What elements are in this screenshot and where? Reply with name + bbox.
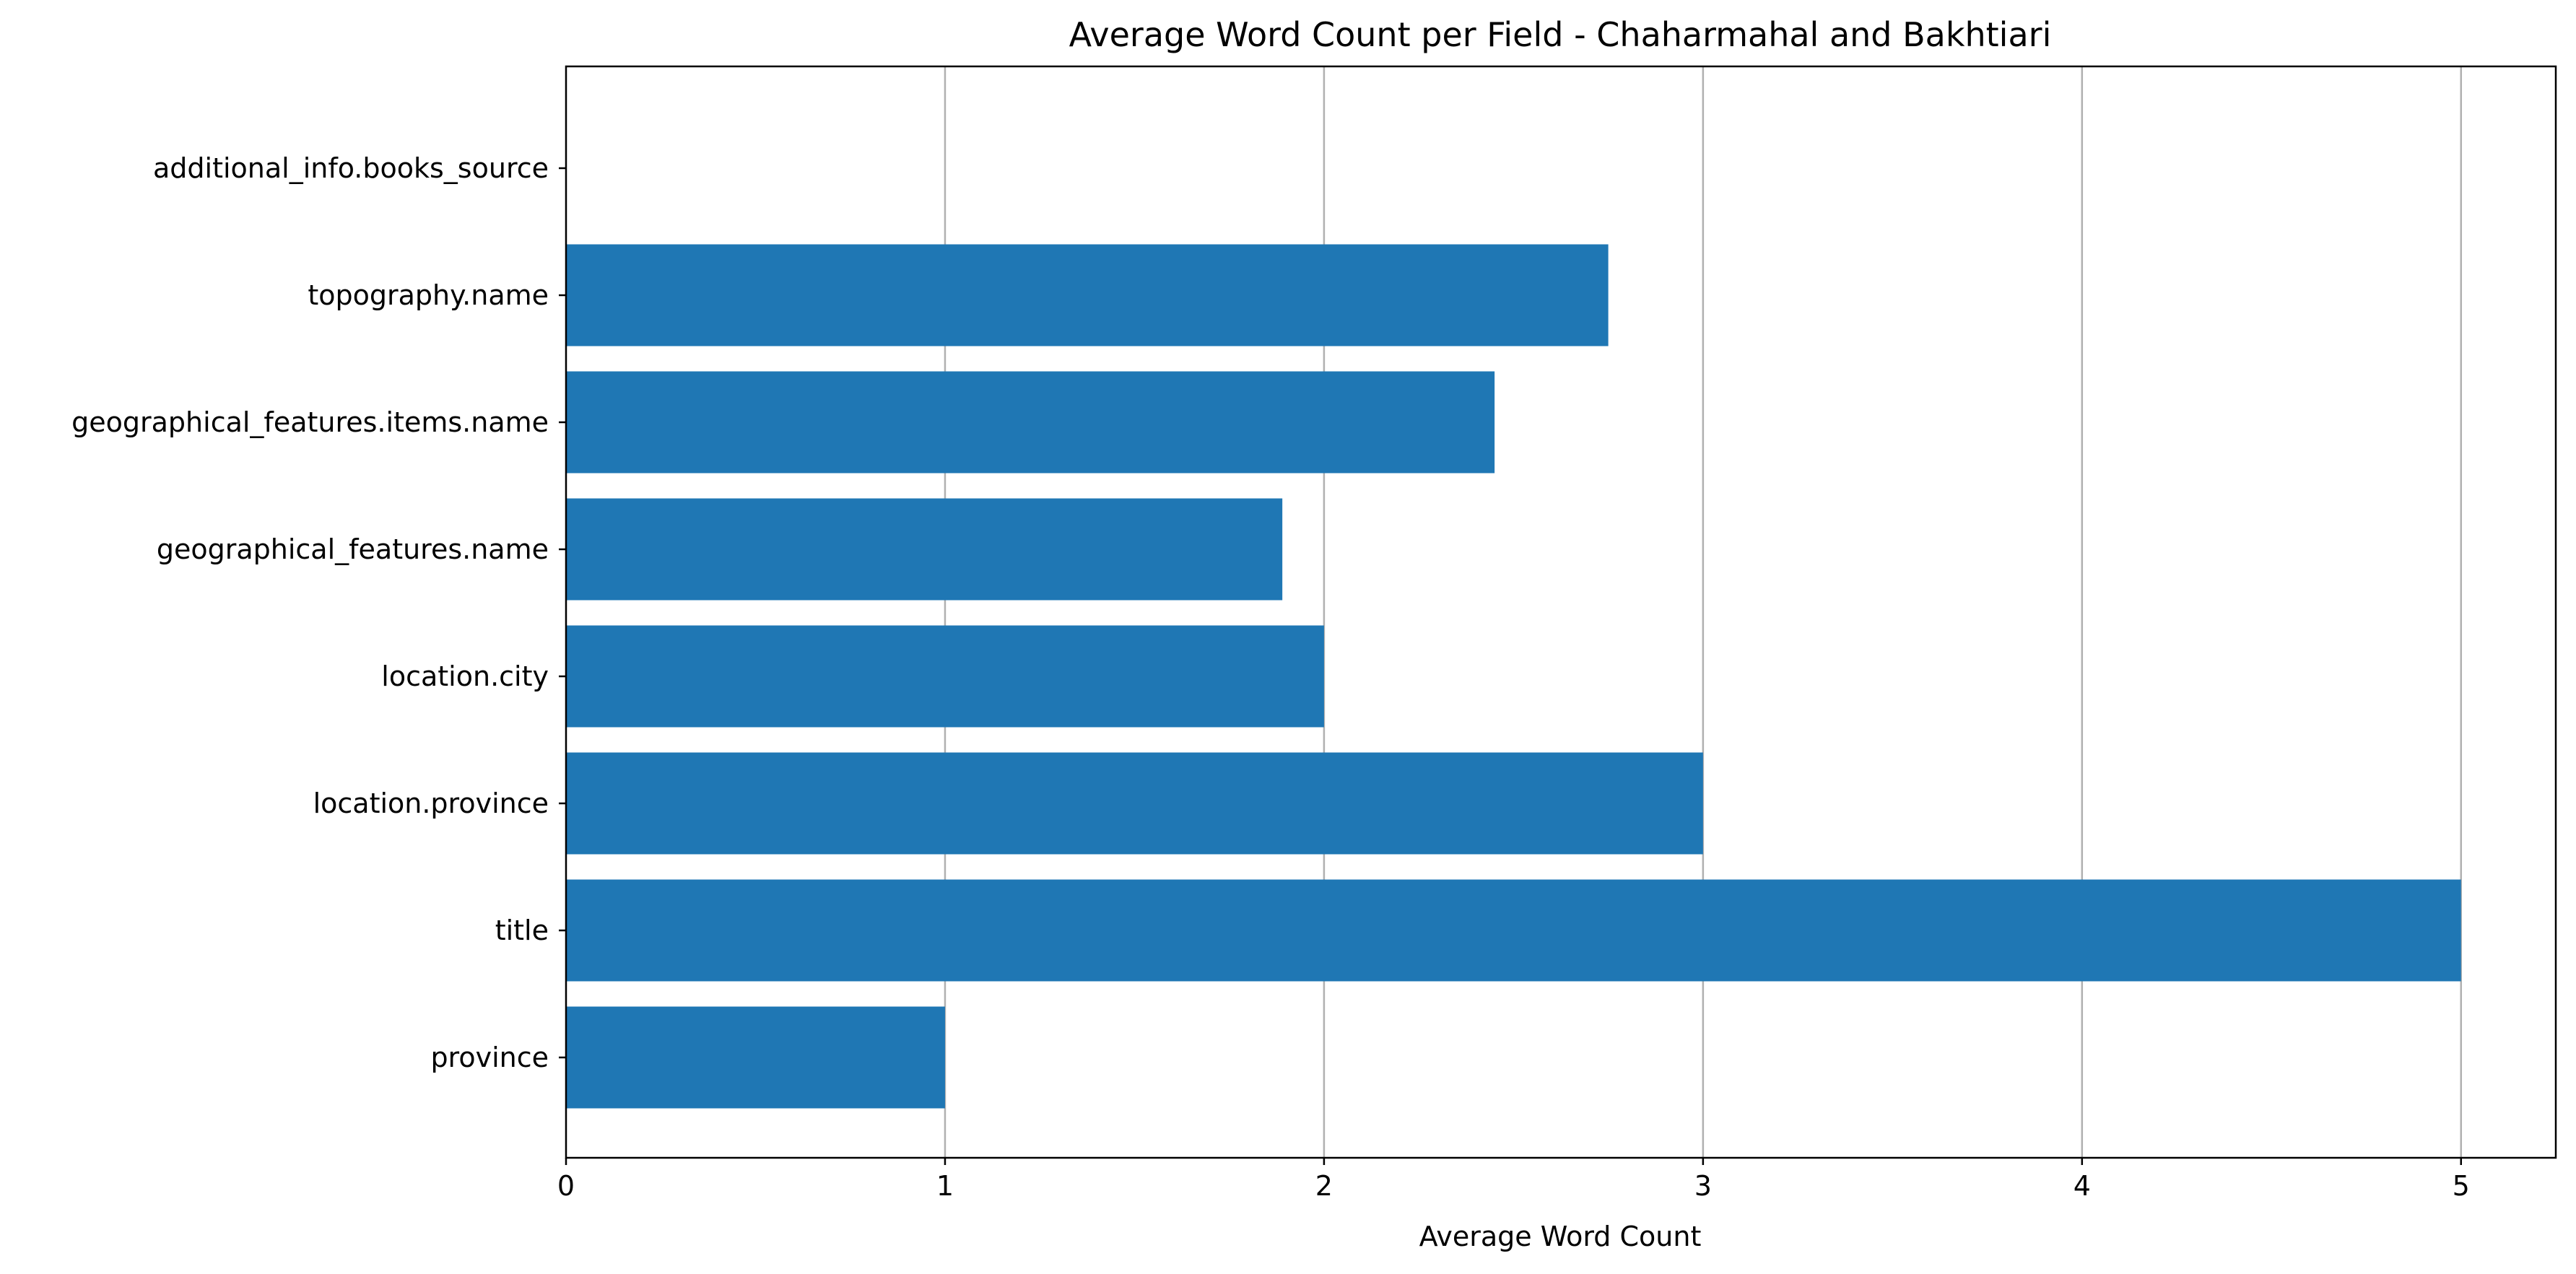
y-tick-label: geographical_features.items.name <box>71 406 549 438</box>
bar-geographical-features-items-name <box>566 371 1495 474</box>
x-tick-label: 1 <box>936 1170 954 1202</box>
x-tick-label: 3 <box>1694 1170 1712 1202</box>
bar-location-province <box>566 752 1703 855</box>
y-axis-ticks: additional_info.books_source topography.n… <box>71 152 566 1073</box>
plot-frame <box>565 65 2557 1159</box>
y-tick-label: geographical_features.name <box>157 533 549 565</box>
y-tick-label: location.city <box>381 660 549 692</box>
y-tick-label: title <box>495 915 549 946</box>
chart-title: Average Word Count per Field - Chaharmah… <box>1069 15 2052 54</box>
bar-location-city <box>566 625 1324 728</box>
bars <box>566 244 2461 1109</box>
bar-province <box>566 1006 945 1109</box>
bar-title <box>566 879 2461 982</box>
y-tick-label: province <box>430 1042 549 1073</box>
y-tick-label: location.province <box>313 787 549 819</box>
y-tick-label: additional_info.books_source <box>153 152 549 184</box>
bar-topography-name <box>566 244 1609 346</box>
x-tick-label: 2 <box>1315 1170 1333 1202</box>
x-axis-title: Average Word Count <box>1419 1221 1702 1252</box>
x-tick-label: 5 <box>2453 1170 2470 1202</box>
x-axis-ticks: 0 1 2 3 4 5 <box>557 1158 2470 1202</box>
x-tick-label: 4 <box>2074 1170 2091 1202</box>
y-tick-label: topography.name <box>308 279 549 311</box>
x-tick-label: 0 <box>557 1170 575 1202</box>
bar-geographical-features-name <box>566 498 1283 601</box>
